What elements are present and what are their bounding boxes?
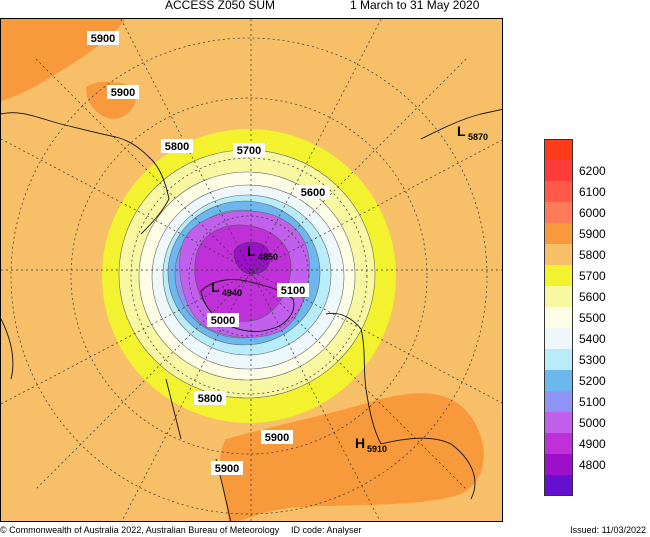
legend-swatch — [544, 286, 573, 307]
period-label: 1 March to 31 May 2020 — [350, 0, 480, 12]
legend-swatch — [544, 433, 573, 454]
legend-label: 5600 — [579, 289, 606, 304]
legend-label: 5700 — [579, 268, 606, 283]
legend-swatch — [544, 139, 573, 160]
contour-label-5800-b: 5800 — [198, 393, 222, 405]
coastlines — [1, 108, 502, 521]
pressure-centres: L 4850 L 4940 L 5870 H 5910 — [211, 123, 488, 454]
legend-swatch — [544, 454, 573, 475]
legend-row: 5200 — [544, 370, 613, 391]
legend-swatch — [544, 412, 573, 433]
legend-row: 5300 — [544, 349, 613, 370]
legend-label: 5100 — [579, 394, 606, 409]
contour-label-5100: 5100 — [281, 285, 305, 297]
legend-row: 5600 — [544, 286, 613, 307]
id-code-text: ID code: Analyser — [291, 525, 362, 535]
legend-row: 5700 — [544, 265, 613, 286]
legend-row: 6100 — [544, 181, 613, 202]
legend-row: 5100 — [544, 391, 613, 412]
low-letter-3: L — [457, 123, 466, 139]
contour-labels: 5900 5900 5800 5700 5600 5100 5000 5800 … — [87, 31, 329, 475]
contour-label-5600: 5600 — [301, 187, 325, 199]
low-letter-1: L — [247, 243, 256, 259]
high-5900-region-south — [220, 393, 484, 521]
legend-label: 4900 — [579, 436, 606, 451]
legend-swatch — [544, 370, 573, 391]
low-value-3: 5870 — [468, 132, 488, 142]
legend-swatch — [544, 223, 573, 244]
legend-label: 5500 — [579, 310, 606, 325]
high-value-1: 5910 — [367, 444, 387, 454]
contour-label-5900-d: 5900 — [215, 463, 239, 475]
legend-label: 5000 — [579, 415, 606, 430]
legend-row — [544, 475, 613, 496]
colour-legend: 6200 6100 6000 5900 5800 5700 5600 5500 5400 5300… — [544, 139, 613, 496]
legend-row: 6000 — [544, 202, 613, 223]
low-value-2: 4940 — [222, 288, 242, 298]
legend-label: 6200 — [579, 163, 606, 178]
legend-swatch — [544, 475, 573, 496]
legend-row: 5000 — [544, 412, 613, 433]
legend-swatch — [544, 391, 573, 412]
map-panel: 5900 5900 5800 5700 5600 5100 5000 5800 … — [0, 18, 503, 522]
contour-label-5000: 5000 — [211, 315, 235, 327]
legend-row: 6200 — [544, 160, 613, 181]
legend-label: 6000 — [579, 205, 606, 220]
chart-title: ACCESS Z050 SUM — [165, 0, 276, 12]
polar-map: 5900 5900 5800 5700 5600 5100 5000 5800 … — [1, 19, 502, 521]
legend-swatch — [544, 307, 573, 328]
legend-label: 5800 — [579, 247, 606, 262]
contour-label-5900-b: 5900 — [111, 87, 135, 99]
high-letter-1: H — [355, 435, 365, 451]
contour-label-5900-a: 5900 — [91, 33, 115, 45]
legend-label: 5900 — [579, 226, 606, 241]
legend-swatch — [544, 328, 573, 349]
legend-row: 4900 — [544, 433, 613, 454]
legend-label: 4800 — [579, 457, 606, 472]
legend-label: 5200 — [579, 373, 606, 388]
legend-row: 4800 — [544, 454, 613, 475]
legend-label: 5400 — [579, 331, 606, 346]
legend-swatch — [544, 202, 573, 223]
legend-swatch — [544, 349, 573, 370]
copyright-text: © Commonwealth of Australia 2022, Austra… — [0, 525, 280, 535]
legend-row: 5900 — [544, 223, 613, 244]
legend-row: 5800 — [544, 244, 613, 265]
low-letter-2: L — [211, 279, 220, 295]
legend-swatch — [544, 265, 573, 286]
contour-label-5900-c: 5900 — [265, 432, 289, 444]
graticule — [1, 19, 502, 521]
legend-row — [544, 139, 613, 160]
legend-row: 5500 — [544, 307, 613, 328]
issued-text: Issued: 11/03/2022 — [570, 525, 646, 535]
legend-swatch — [544, 244, 573, 265]
legend-swatch — [544, 160, 573, 181]
legend-label: 6100 — [579, 184, 606, 199]
low-value-1: 4850 — [258, 252, 278, 262]
legend-row: 5400 — [544, 328, 613, 349]
legend-swatch — [544, 181, 573, 202]
contour-label-5800-a: 5800 — [165, 141, 189, 153]
legend-label: 5300 — [579, 352, 606, 367]
contour-label-5700: 5700 — [237, 145, 261, 157]
